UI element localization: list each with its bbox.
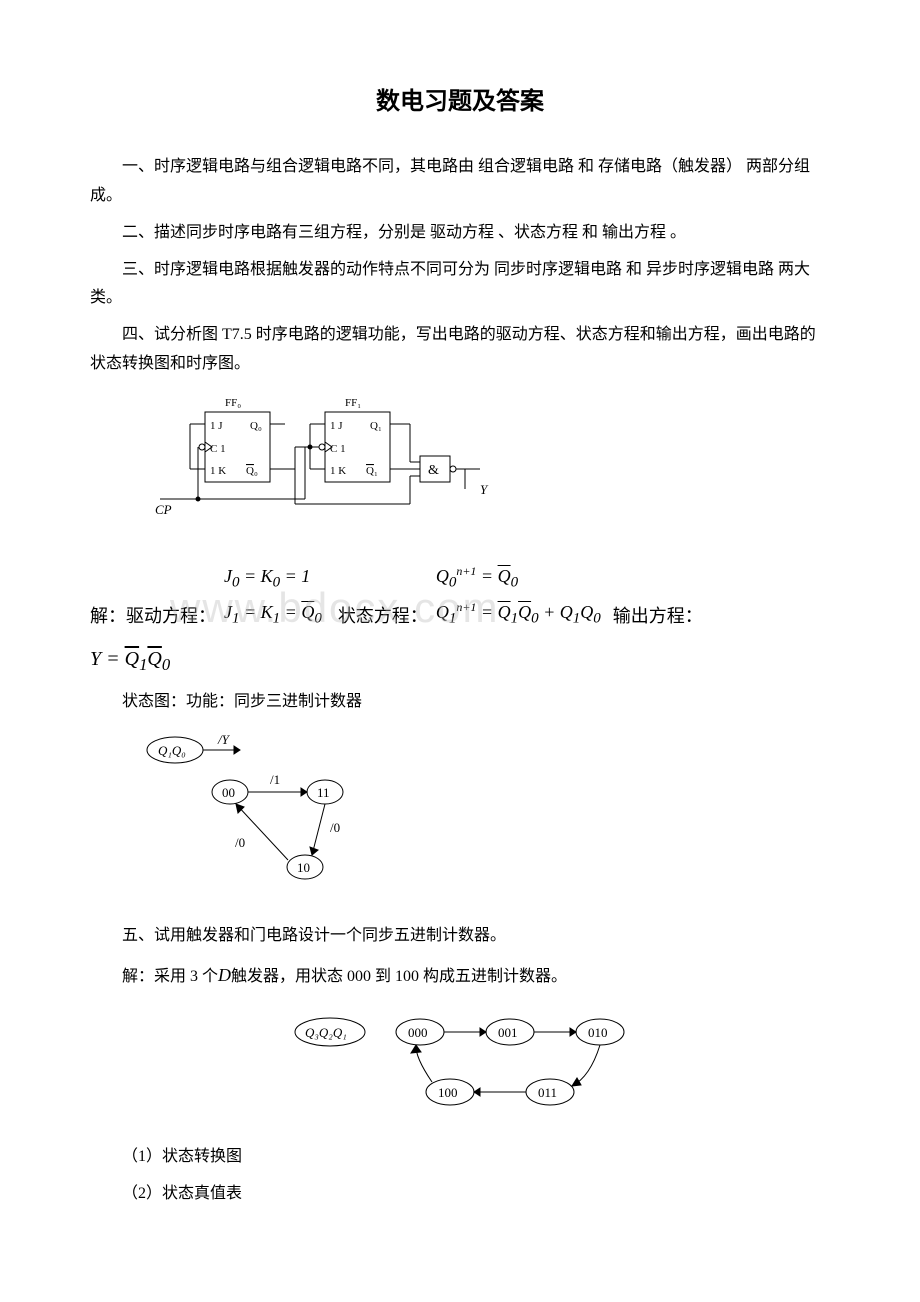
output-label: 输出方程： bbox=[613, 600, 703, 632]
state-diagram-1: Q₁Q₀ /Y 00 11 10 /1 /0 /0 bbox=[140, 732, 830, 903]
svg-text:Q₁: Q₁ bbox=[366, 465, 378, 477]
svg-text:Q₃Q₂Q₁: Q₃Q₂Q₁ bbox=[305, 1025, 347, 1040]
svg-text:Q₁: Q₁ bbox=[370, 420, 382, 432]
svg-text:100: 100 bbox=[438, 1085, 458, 1100]
svg-text:10: 10 bbox=[297, 860, 310, 875]
svg-text:1 K: 1 K bbox=[330, 465, 346, 477]
state-eq-1: Q0n+1 = Q0 bbox=[436, 560, 601, 597]
svg-text:1 J: 1 J bbox=[330, 420, 343, 432]
svg-text:Q₀: Q₀ bbox=[250, 420, 262, 432]
drive-eq-2: J1 = K1 = Q0 bbox=[224, 596, 322, 633]
svg-text:011: 011 bbox=[538, 1085, 557, 1100]
output-eq: Y = Q1Q0 bbox=[90, 641, 830, 680]
svg-text:Q₁Q₀: Q₁Q₀ bbox=[158, 743, 186, 758]
state-label: 状态方程： bbox=[338, 600, 428, 632]
paragraph-9: （2）状态真值表 bbox=[90, 1180, 830, 1209]
circuit-diagram: FF₀ 1 J Q₀ C 1 1 K Q₀ FF₁ 1 J Q₁ C 1 1 K… bbox=[150, 394, 830, 545]
paragraph-8: （1）状态转换图 bbox=[90, 1143, 830, 1172]
svg-text:CP: CP bbox=[155, 502, 172, 517]
paragraph-3: 三、时序逻辑电路根据触发器的动作特点不同可分为 同步时序逻辑电路 和 异步时序逻… bbox=[90, 256, 830, 314]
svg-text:&: & bbox=[428, 463, 439, 478]
p7-pre: 解：采用 3 个 bbox=[122, 968, 218, 985]
svg-text:001: 001 bbox=[498, 1025, 518, 1040]
ff1-label: FF₁ bbox=[345, 397, 361, 409]
state-eq-2: Q1n+1 = Q1Q0 + Q1Q0 bbox=[436, 596, 601, 633]
svg-text:/0: /0 bbox=[235, 835, 245, 850]
state-diagram-2: Q₃Q₂Q₁ 000 001 010 011 100 bbox=[290, 1002, 830, 1133]
page-title: 数电习题及答案 bbox=[90, 80, 830, 123]
svg-text:Q₀: Q₀ bbox=[246, 465, 258, 477]
svg-text:1 K: 1 K bbox=[210, 465, 226, 477]
svg-text:000: 000 bbox=[408, 1025, 428, 1040]
paragraph-1: 一、时序逻辑电路与组合逻辑电路不同，其电路由 组合逻辑电路 和 存储电路（触发器… bbox=[90, 153, 830, 211]
paragraph-5: 状态图：功能：同步三进制计数器 bbox=[90, 688, 830, 717]
svg-text:Y: Y bbox=[480, 482, 489, 497]
ff0-label: FF₀ bbox=[225, 397, 241, 409]
paragraph-2: 二、描述同步时序电路有三组方程，分别是 驱动方程 、状态方程 和 输出方程 。 bbox=[90, 219, 830, 248]
paragraph-6: 五、试用触发器和门电路设计一个同步五进制计数器。 bbox=[90, 922, 830, 951]
svg-text:00: 00 bbox=[222, 785, 235, 800]
svg-text:C 1: C 1 bbox=[210, 443, 226, 455]
svg-text:11: 11 bbox=[317, 785, 330, 800]
svg-text:1 J: 1 J bbox=[210, 420, 223, 432]
svg-text:010: 010 bbox=[588, 1025, 608, 1040]
solve-label: 解：驱动方程： bbox=[90, 600, 216, 632]
p7-d: D bbox=[218, 965, 231, 985]
svg-text:/0: /0 bbox=[330, 820, 340, 835]
svg-text:C 1: C 1 bbox=[330, 443, 346, 455]
paragraph-7: 解：采用 3 个D触发器，用状态 000 到 100 构成五进制计数器。 bbox=[90, 959, 830, 992]
equations-block: www.bdocx.com 解：驱动方程： J0 = K0 = 1 J1 = K… bbox=[90, 560, 830, 680]
svg-text:/Y: /Y bbox=[217, 732, 231, 747]
svg-text:/1: /1 bbox=[270, 772, 280, 787]
p7-post: 触发器，用状态 000 到 100 构成五进制计数器。 bbox=[231, 968, 567, 985]
drive-eq-1: J0 = K0 = 1 bbox=[224, 560, 322, 597]
paragraph-4: 四、试分析图 T7.5 时序电路的逻辑功能，写出电路的驱动方程、状态方程和输出方… bbox=[90, 321, 830, 379]
